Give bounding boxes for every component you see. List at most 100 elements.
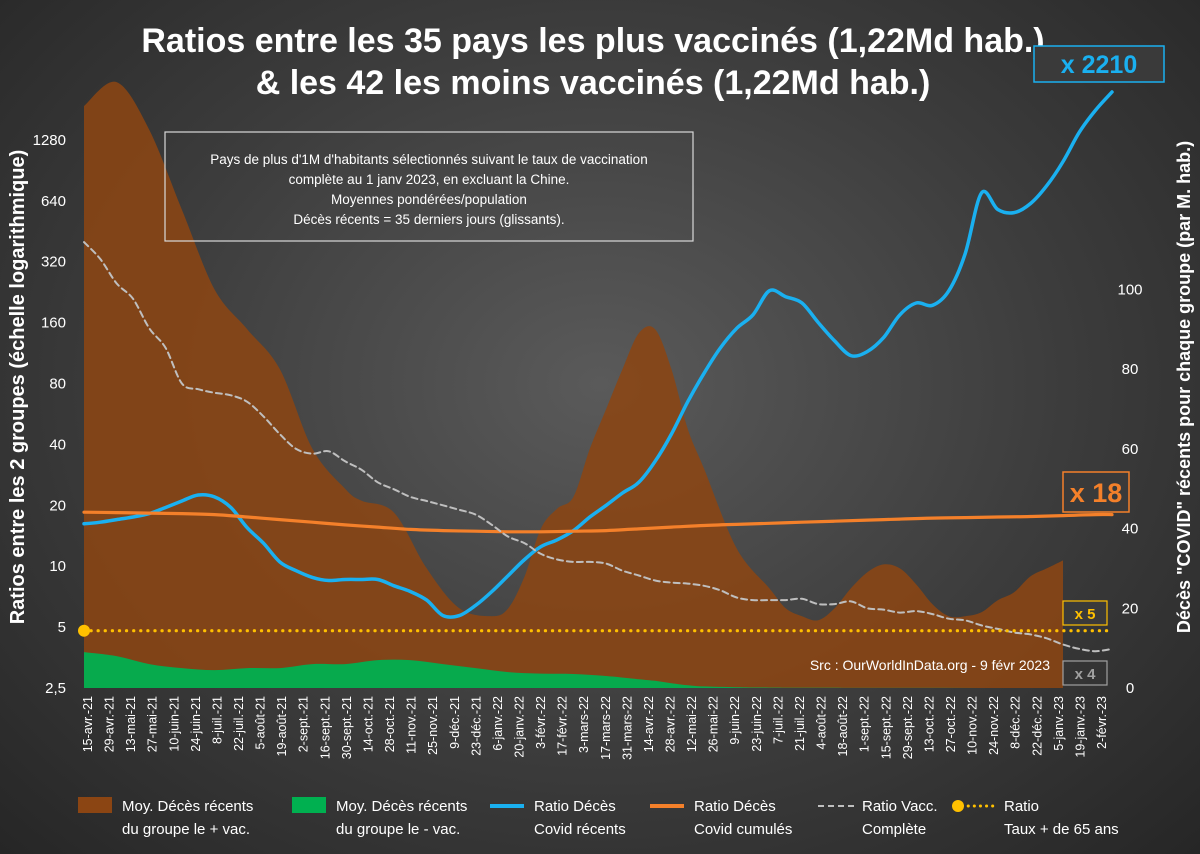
- legend-swatch-marker: [952, 800, 964, 812]
- y-left-tick-label: 80: [49, 376, 66, 393]
- x-tick-label: 4-août-22: [815, 696, 829, 750]
- x-tick-label: 22-juil.-21: [232, 696, 246, 751]
- x-tick-label: 28-avr.-22: [664, 696, 678, 752]
- x-tick-label: 19-août-21: [275, 696, 289, 757]
- legend-item-5: Ratio Vacc. Complète: [818, 798, 938, 838]
- series-ratio-vacc-complete: [83, 241, 1113, 653]
- x-tick-label: 15-sept.-22: [879, 696, 893, 759]
- legend-label-line2: du groupe le - vac.: [336, 821, 460, 838]
- note-line-1: Pays de plus d'1M d'habitants sélectionn…: [210, 152, 647, 167]
- y-left-tick-label: 160: [41, 315, 66, 332]
- x-tick-label: 13-mai-21: [124, 696, 138, 752]
- legend-item-3: Ratio Décès Covid récents: [490, 798, 626, 838]
- x-tick-label: 21-juil.-22: [793, 696, 807, 751]
- callout-x4-box: [1062, 660, 1108, 686]
- y-right-tick-label: 80: [1122, 361, 1139, 378]
- x-tick-label: 6-janv.-22: [491, 696, 505, 751]
- x-tick-label: 3-mars-22: [577, 696, 591, 753]
- x-tick-label: 25-nov.-21: [426, 696, 440, 755]
- legend-label-line1: Ratio Décès: [694, 798, 776, 815]
- x-tick-label: 22-déc.-22: [1030, 696, 1044, 756]
- x-tick-label: 28-oct.-21: [383, 696, 397, 752]
- x-tick-label: 5-janv.-23: [1052, 696, 1066, 751]
- x-tick-label: 19-janv.-23: [1073, 696, 1087, 758]
- x-tick-label: 16-sept.-21: [318, 696, 332, 759]
- legend-item-4: Ratio Décès Covid cumulés: [650, 798, 792, 838]
- legend-item-1: Moy. Décès récents du groupe le + vac.: [78, 797, 253, 838]
- y-left-tick-label: 5: [58, 619, 66, 636]
- callout-x18-box: [1062, 471, 1130, 513]
- x-tick-label: 7-juil.-22: [771, 696, 785, 744]
- x-tick-label: 23-déc.-21: [469, 696, 483, 756]
- y-left-axis: 2,5 5 10 20 40 80 160 320 640 1280: [33, 132, 66, 697]
- x-axis: 15-avr.-21 29-avr.-21 13-mai-21 27-mai-21 10…: [81, 696, 1109, 760]
- x-tick-label: 20-janv.-22: [513, 696, 527, 758]
- x-tick-label: 31-mars-22: [620, 696, 634, 760]
- callout-x5: x 5: [1062, 600, 1108, 626]
- x-tick-label: 3-févr.-22: [534, 696, 548, 749]
- x-tick-label: 24-nov.-22: [987, 696, 1001, 755]
- callout-x2210-text: x 2210: [1061, 51, 1137, 79]
- x-tick-label: 9-juin-22: [728, 696, 742, 745]
- legend-item-2: Moy. Décès récents du groupe le - vac.: [292, 797, 467, 838]
- y-right-tick-label: 100: [1117, 281, 1142, 298]
- x-tick-label: 27-mai-21: [146, 696, 160, 752]
- legend-label-line2: du groupe le + vac.: [122, 821, 250, 838]
- note-line-4: Décès récents = 35 derniers jours (gliss…: [293, 212, 564, 227]
- x-tick-label: 2-sept.-21: [297, 696, 311, 752]
- x-tick-label: 27-oct.-22: [944, 696, 958, 752]
- legend-label-line1: Moy. Décès récents: [122, 798, 253, 815]
- chart-title-line2: & les 42 les moins vaccinés (1,22Md hab.…: [256, 64, 931, 102]
- x-tick-label: 18-août-22: [836, 696, 850, 757]
- y-left-tick-label: 10: [49, 558, 66, 575]
- x-tick-label: 24-juin-21: [189, 696, 203, 752]
- x-tick-label: 15-avr.-21: [81, 696, 95, 752]
- y-right-tick-label: 0: [1126, 680, 1134, 697]
- callout-x2210-box: [1033, 45, 1165, 83]
- callout-x18: x 18: [1062, 471, 1130, 513]
- callout-x2210: x 2210: [1033, 45, 1165, 83]
- legend-label-line1: Ratio Vacc.: [862, 798, 938, 815]
- x-tick-label: 10-nov.-22: [966, 696, 980, 755]
- x-tick-label: 5-août-21: [254, 696, 268, 750]
- x-tick-label: 8-juil.-21: [210, 696, 224, 744]
- y-right-axis-label: Décès "COVID" récents pour chaque groupe…: [1174, 141, 1194, 633]
- legend-swatch: [78, 797, 112, 813]
- callout-x5-text: x 5: [1075, 606, 1096, 623]
- y-left-tick-label: 20: [49, 497, 66, 514]
- note-box: Pays de plus d'1M d'habitants sélectionn…: [164, 131, 694, 242]
- x-tick-label: 13-oct.-22: [922, 696, 936, 752]
- legend-label-line1: Ratio Décès: [534, 798, 616, 815]
- y-left-tick-label: 1280: [33, 132, 66, 149]
- x-tick-label: 17-mars-22: [599, 696, 613, 760]
- x-tick-label: 1-sept.-22: [858, 696, 872, 752]
- y-left-tick-label: 320: [41, 254, 66, 271]
- x-tick-label: 10-juin-21: [167, 696, 181, 752]
- y-right-axis: 0 20 40 60 80 100: [1117, 281, 1142, 697]
- legend-label-line1: Ratio: [1004, 798, 1039, 815]
- series-ratio-deces-covid-cumules: [82, 510, 1114, 534]
- y-right-tick-label: 60: [1122, 441, 1139, 458]
- callout-x4: x 4: [1062, 660, 1108, 686]
- legend-label-line2: Complète: [862, 821, 926, 838]
- x-tick-label: 9-déc.-21: [448, 696, 462, 749]
- line-series-layer: [78, 90, 1114, 653]
- chart-title-line1: Ratios entre les 35 pays les plus vaccin…: [141, 22, 1044, 60]
- y-left-tick-label: 640: [41, 193, 66, 210]
- x-tick-label: 14-avr.-22: [642, 696, 656, 752]
- callout-x4-text: x 4: [1075, 666, 1097, 683]
- y-left-tick-label: 40: [49, 436, 66, 453]
- x-tick-label: 26-mai-22: [707, 696, 721, 752]
- note-box-border: [164, 131, 694, 242]
- x-tick-label: 2-févr.-23: [1095, 696, 1109, 749]
- x-tick-label: 17-févr.-22: [556, 696, 570, 756]
- callout-x18-text: x 18: [1070, 478, 1123, 508]
- x-tick-label: 29-avr.-21: [103, 696, 117, 752]
- note-line-3: Moyennes pondérées/population: [331, 192, 527, 207]
- x-tick-label: 8-déc.-22: [1009, 696, 1023, 749]
- x-tick-label: 11-nov.-21: [405, 696, 419, 754]
- note-line-2: complète au 1 janv 2023, en excluant la …: [289, 172, 570, 187]
- legend-label-line1: Moy. Décès récents: [336, 798, 467, 815]
- y-right-tick-label: 40: [1122, 521, 1139, 538]
